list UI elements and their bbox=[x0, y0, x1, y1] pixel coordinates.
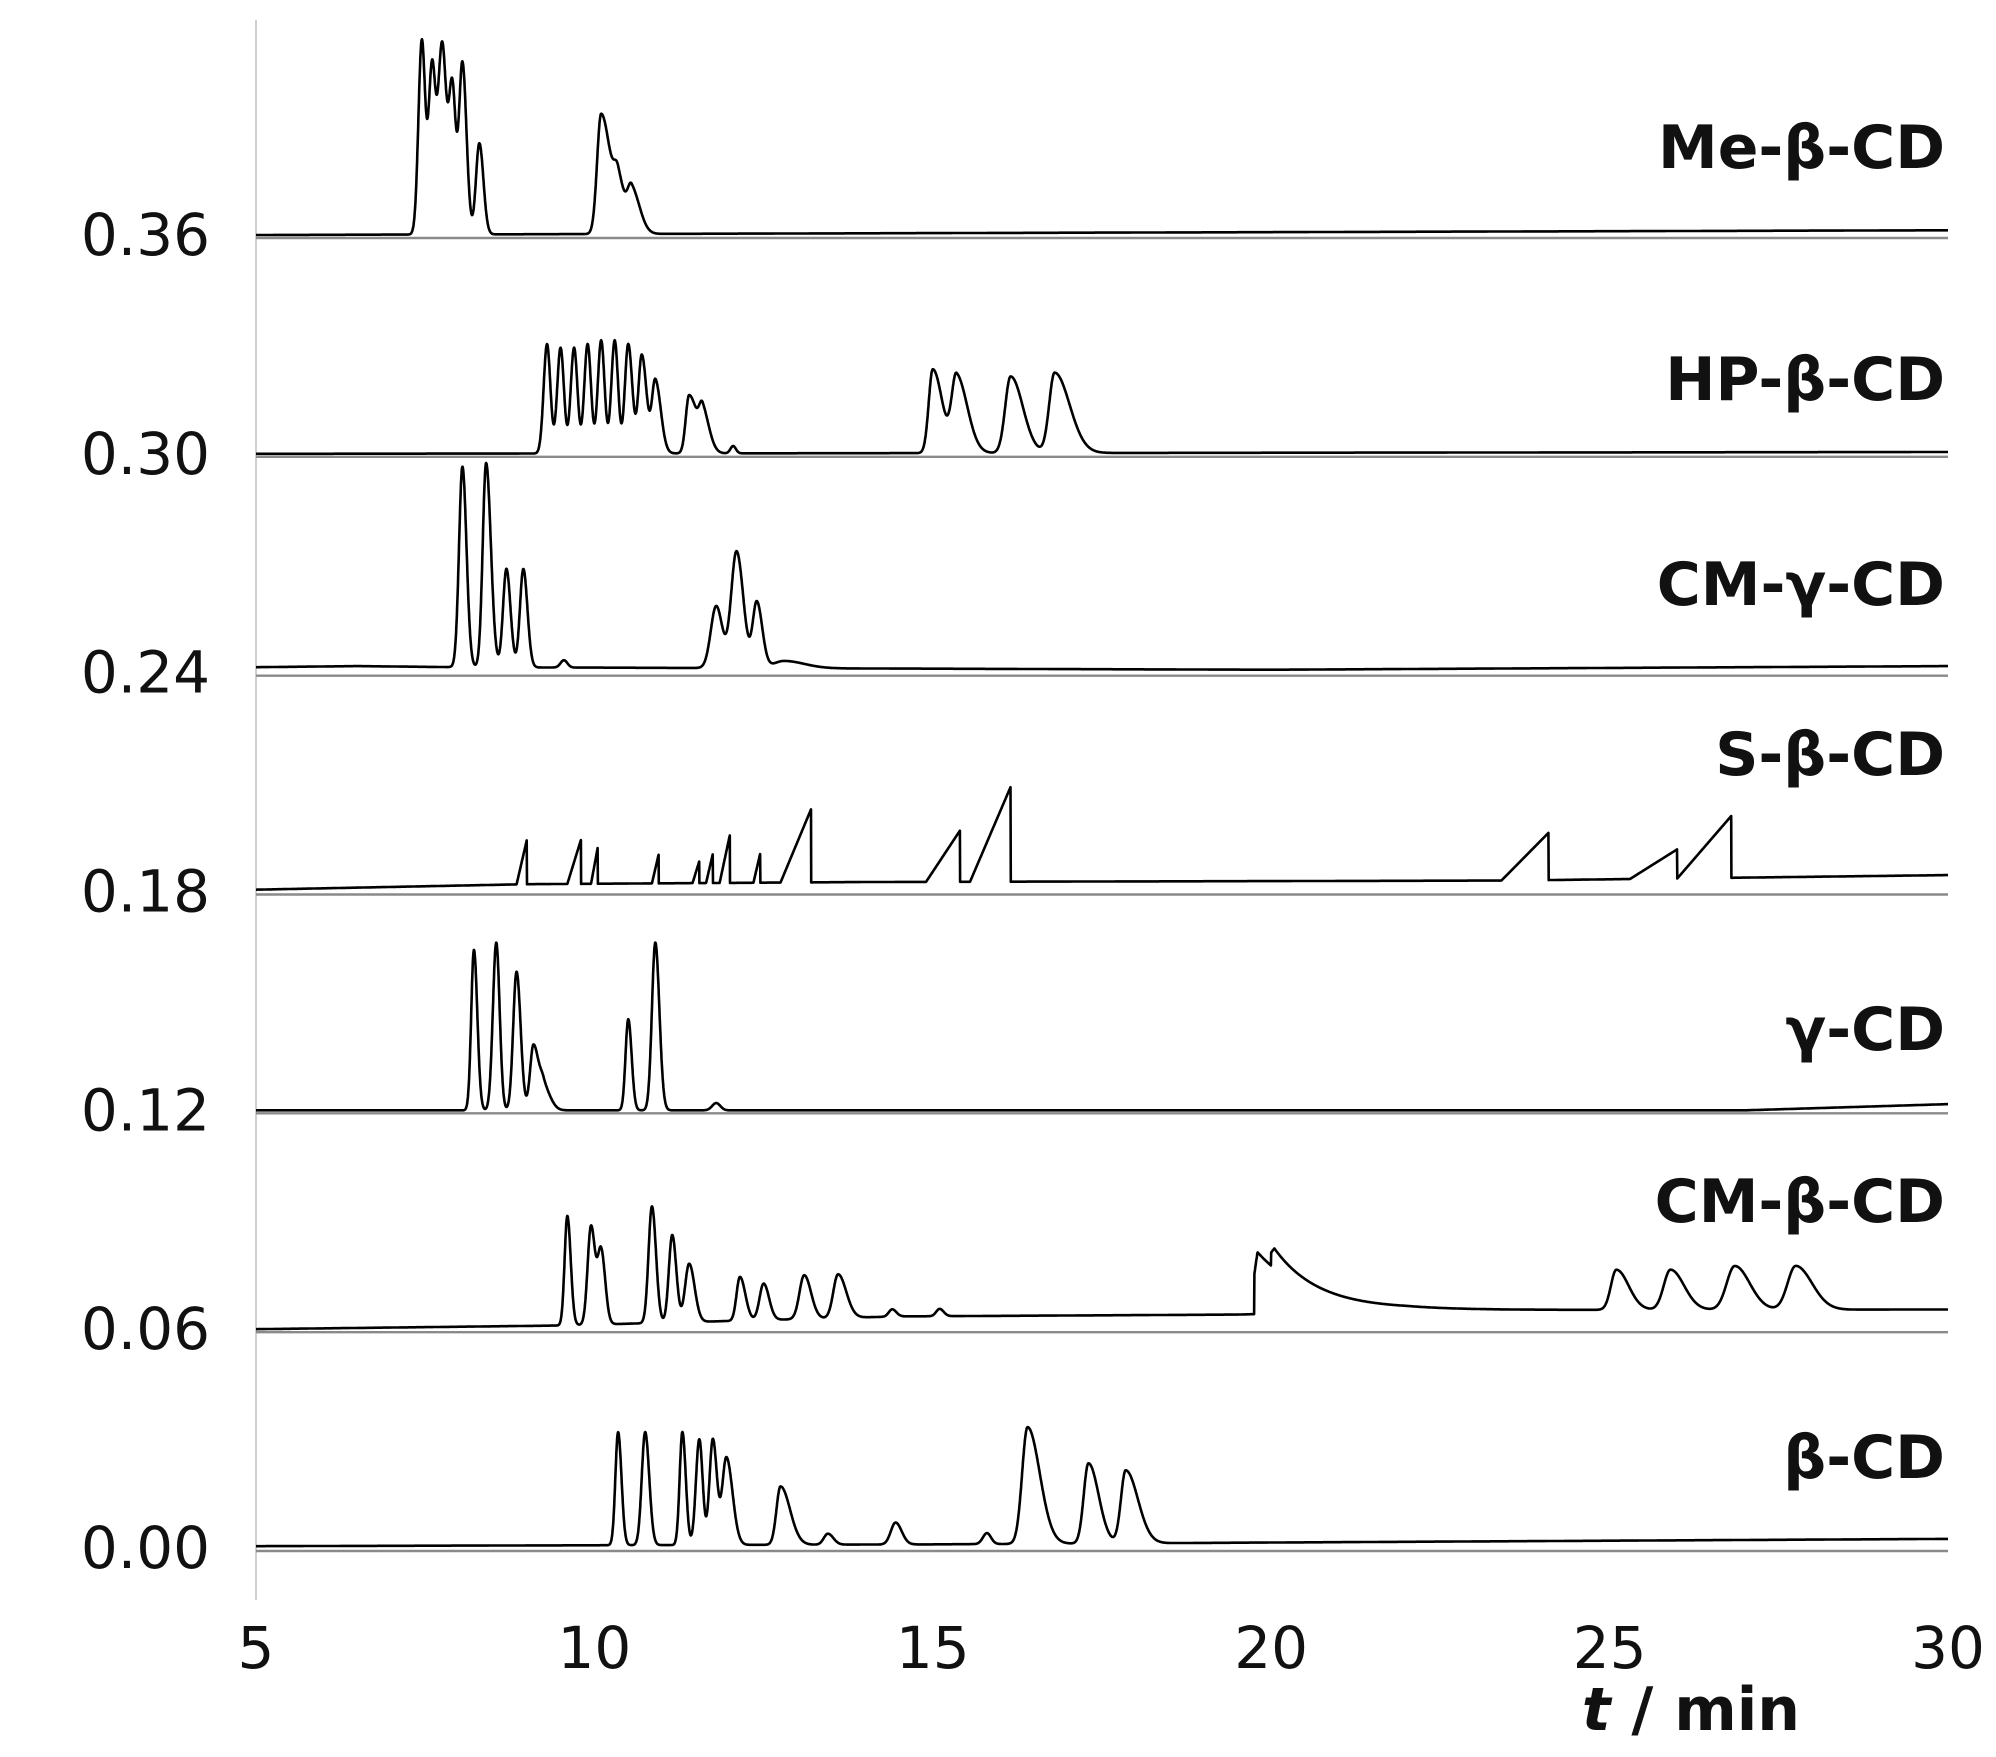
x-tick-label: 20 bbox=[1234, 1614, 1308, 1682]
y-tick-label: 0.18 bbox=[81, 858, 210, 926]
series-trace bbox=[255, 1425, 1949, 1548]
x-tick-label: 15 bbox=[896, 1614, 970, 1682]
y-tick-labels: 0.00 0.06 0.12 0.18 0.24 0.30 0.36 bbox=[81, 201, 210, 1582]
series-label: Me-β-CD bbox=[1658, 113, 1945, 183]
series-trace bbox=[255, 1205, 1949, 1331]
series-label: γ-CD bbox=[1785, 995, 1945, 1065]
x-axis-title: t / min bbox=[1582, 1675, 1800, 1745]
x-tick-label: 25 bbox=[1573, 1614, 1647, 1682]
series-traces bbox=[255, 38, 1949, 1548]
series-label: CM-γ-CD bbox=[1657, 550, 1945, 620]
x-axis-title-rest: / min bbox=[1611, 1675, 1801, 1745]
y-tick-label: 0.30 bbox=[81, 420, 210, 488]
series-label: β-CD bbox=[1783, 1423, 1945, 1493]
y-tick-label: 0.24 bbox=[81, 639, 210, 707]
y-tick-label: 0.36 bbox=[81, 201, 210, 269]
series-trace bbox=[255, 941, 1949, 1112]
series-label: CM-β-CD bbox=[1655, 1167, 1945, 1237]
x-tick-label: 10 bbox=[557, 1614, 631, 1682]
series-trace bbox=[255, 38, 1949, 237]
x-tick-labels: 5 10 15 20 25 30 bbox=[238, 1614, 1985, 1682]
x-axis-title-italic: t bbox=[1582, 1675, 1613, 1745]
x-tick-label: 5 bbox=[238, 1614, 275, 1682]
y-tick-label: 0.00 bbox=[81, 1514, 210, 1582]
series-trace bbox=[255, 339, 1949, 456]
x-tick-label: 30 bbox=[1911, 1614, 1985, 1682]
series-baselines bbox=[256, 236, 1948, 1553]
series-trace bbox=[255, 785, 1949, 891]
series-labels: Me-β-CD HP-β-CD CM-γ-CD S-β-CD γ-CD CM-β-CD β-… bbox=[1655, 113, 1945, 1493]
y-tick-label: 0.12 bbox=[81, 1076, 210, 1144]
series-label: S-β-CD bbox=[1715, 720, 1945, 790]
y-tick-label: 0.06 bbox=[81, 1295, 210, 1363]
series-trace bbox=[255, 461, 1949, 671]
series-label: HP-β-CD bbox=[1665, 345, 1945, 415]
